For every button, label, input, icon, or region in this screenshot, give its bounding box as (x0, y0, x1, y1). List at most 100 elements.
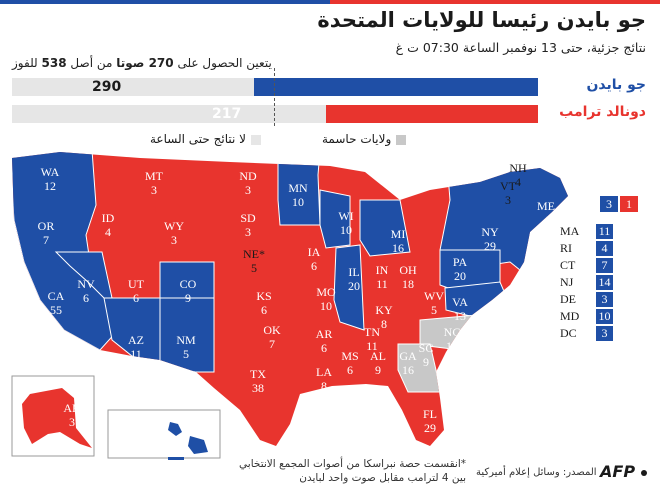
trump-name: دونالد ترامب (559, 104, 646, 120)
afp-logo-dot (641, 470, 647, 476)
small-state-abbr: RI (560, 241, 572, 255)
footnote: *انقسمت حصة نبراسكا من أصوات المجمع الان… (239, 458, 466, 484)
small-state-ev: 3 (596, 326, 613, 341)
il-region (333, 244, 365, 331)
hawaii-shape (168, 422, 182, 436)
state-abbr-nm: NM (176, 333, 196, 347)
biden-bar-fill (254, 78, 538, 96)
state-abbr-ks: KS (256, 289, 271, 303)
state-ev-al: 9 (375, 363, 381, 377)
state-abbr-la: LA (316, 365, 332, 379)
state-ev-ak: 3 (69, 415, 75, 429)
small-state-ev: 4 (596, 241, 613, 256)
legend-swing-label: ولايات حاسمة (322, 132, 392, 146)
state-labels: WA12OR7CA55NV6ID4MT3WY3UT6CO9AZ11NM5ND3S… (38, 161, 555, 460)
state-ev-sc: 9 (423, 355, 429, 369)
biden-votes: 290 (92, 79, 122, 95)
state-ev-nd: 3 (245, 183, 251, 197)
state-ev-tx: 38 (252, 381, 264, 395)
threshold-post: من أصل (70, 56, 113, 70)
state-ev-ky: 8 (381, 317, 387, 331)
small-state-abbr: MD (560, 309, 580, 323)
state-ev-vt: 3 (505, 193, 511, 207)
state-ev-ar: 6 (321, 341, 327, 355)
state-ev-nc: 15 (446, 339, 458, 353)
state-abbr-ny: NY (481, 225, 499, 239)
state-abbr-pa: PA (453, 255, 468, 269)
state-ev-wy: 3 (171, 233, 177, 247)
threshold-votes: 270 صوتا (116, 56, 174, 70)
west-coast-biden (12, 152, 119, 351)
state-abbr-al: AL (370, 349, 386, 363)
page-title: جو بايدن رئيسا للولايات المتحدة (317, 8, 646, 32)
trump-bar-track: 217 (12, 105, 538, 123)
maine-split-biden-value: 3 (606, 197, 612, 211)
small-state-abbr: MA (560, 224, 580, 238)
page-subtitle: نتائج جزئية، حتى 13 نوفمبر الساعة 07:30 … (395, 40, 646, 55)
state-ev-mi: 16 (392, 241, 404, 255)
state-ev-hi: 4 (173, 457, 179, 460)
hawaii-big-island (188, 436, 208, 454)
state-ev-ny: 29 (484, 239, 496, 253)
alaska-shape (22, 388, 92, 448)
state-ev-nh: 4 (515, 175, 521, 189)
state-abbr-hi: HI (146, 457, 159, 460)
small-state-ev: 11 (596, 224, 613, 239)
state-ev-ne: 5 (251, 261, 257, 275)
state-abbr-ok: OK (263, 323, 281, 337)
biden-name: جو بايدن (586, 77, 646, 93)
state-ev-ia: 6 (311, 259, 317, 273)
state-ev-ga: 16 (402, 363, 414, 377)
state-abbr-ak: AK (63, 401, 81, 415)
co-region (159, 261, 215, 299)
state-abbr-tx: TX (250, 367, 266, 381)
top-bar-red (330, 0, 660, 4)
state-abbr-fl: FL (423, 407, 437, 421)
state-abbr-co: CO (180, 277, 197, 291)
state-abbr-in: IN (376, 263, 389, 277)
state-ev-mo: 10 (320, 299, 332, 313)
small-state-ev: 14 (596, 275, 613, 290)
us-electoral-map: 3 1 WA12OR7CA55NV6ID4MT3WY3UT6CO9AZ11NM5… (11, 152, 638, 460)
state-abbr-oh: OH (399, 263, 417, 277)
state-abbr-wv: WV (424, 289, 444, 303)
state-abbr-ga: GA (399, 349, 417, 363)
state-ev-wv: 5 (431, 303, 437, 317)
state-ev-mn: 10 (292, 195, 304, 209)
state-ev-in: 11 (376, 277, 388, 291)
small-state-abbr: CT (560, 258, 576, 272)
state-abbr-id: ID (102, 211, 115, 225)
state-abbr-va: VA (452, 295, 468, 309)
state-abbr-mt: MT (145, 169, 164, 183)
state-ev-va: 13 (454, 309, 466, 323)
state-ev-pa: 20 (454, 269, 466, 283)
wi-region (319, 189, 351, 249)
state-ev-fl: 29 (424, 421, 436, 435)
state-ev-ok: 7 (269, 337, 275, 351)
maine-split-trump-value: 1 (626, 197, 632, 211)
state-ev-ks: 6 (261, 303, 267, 317)
state-abbr-mn: MN (288, 181, 308, 195)
state-ev-or: 7 (43, 233, 49, 247)
state-ev-ca: 55 (50, 303, 62, 317)
state-abbr-az: AZ (128, 333, 144, 347)
state-ev-wi: 10 (340, 223, 352, 237)
state-abbr-ar: AR (316, 327, 333, 341)
state-ev-la: 8 (321, 379, 327, 393)
state-abbr-ms: MS (341, 349, 358, 363)
state-ev-az: 11 (130, 347, 142, 361)
state-abbr-ia: IA (308, 245, 321, 259)
afp-logo: AFP (600, 462, 636, 481)
threshold-marker-line (274, 68, 275, 126)
small-state-abbr: NJ (560, 275, 574, 289)
state-ev-sd: 3 (245, 225, 251, 239)
state-ev-ut: 6 (133, 291, 139, 305)
state-abbr-mi: MI (391, 227, 406, 241)
top-color-bar (0, 0, 660, 4)
state-abbr-ky: KY (375, 303, 393, 317)
threshold-total: 538 (41, 56, 67, 70)
state-ev-wa: 12 (44, 179, 56, 193)
small-state-ev: 7 (596, 258, 613, 273)
no-results-swatch (250, 134, 261, 145)
alaska-inset-frame (11, 375, 95, 457)
